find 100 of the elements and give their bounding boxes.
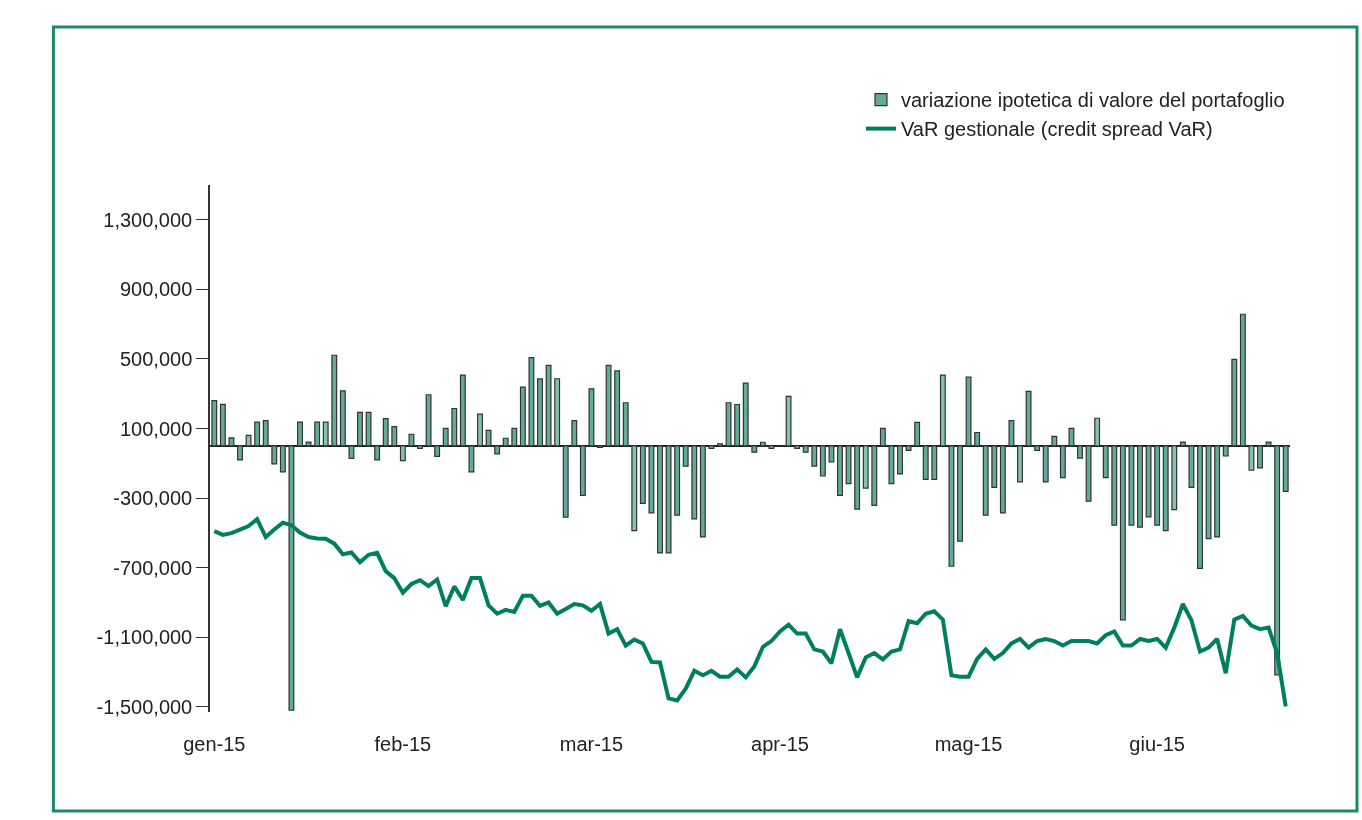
bar xyxy=(528,356,535,447)
bar xyxy=(1162,445,1169,532)
bar xyxy=(657,445,663,554)
bar xyxy=(811,445,818,467)
bar xyxy=(717,443,723,447)
bar xyxy=(897,445,903,475)
bar xyxy=(554,378,561,447)
bar xyxy=(1188,445,1195,489)
bar xyxy=(631,445,638,532)
bar xyxy=(339,390,346,447)
bar xyxy=(1214,445,1221,538)
bar xyxy=(511,427,518,447)
bar xyxy=(305,441,312,447)
bar xyxy=(348,445,355,460)
bar xyxy=(931,445,938,481)
bar xyxy=(417,445,423,449)
bar xyxy=(999,445,1006,514)
x-tick-label: mag-15 xyxy=(934,733,1003,755)
bar xyxy=(502,437,509,447)
bar xyxy=(1265,441,1272,447)
bar xyxy=(1094,417,1101,447)
bar xyxy=(699,445,706,538)
bar xyxy=(1257,445,1263,469)
bar xyxy=(965,376,972,447)
bar xyxy=(982,445,989,516)
bar xyxy=(914,421,921,447)
y-tick-label: -1,500,000 xyxy=(96,695,193,718)
bar xyxy=(837,445,843,497)
bar xyxy=(1231,358,1238,447)
y-tick-label: -700,000 xyxy=(113,556,193,579)
x-tick-label: gen-15 xyxy=(183,733,246,755)
bar xyxy=(288,445,295,711)
bar xyxy=(785,395,792,447)
bar xyxy=(322,421,329,447)
bar xyxy=(297,421,303,447)
bar xyxy=(254,421,261,447)
bar xyxy=(1197,445,1203,569)
bar xyxy=(622,402,629,447)
bar xyxy=(1042,445,1049,483)
bar xyxy=(1068,427,1075,447)
bar xyxy=(845,445,852,485)
bar xyxy=(485,429,492,447)
bar xyxy=(708,445,715,449)
bar xyxy=(957,445,963,542)
bar xyxy=(614,370,621,447)
bar xyxy=(1222,445,1229,457)
bar xyxy=(674,445,681,516)
bar xyxy=(751,445,758,453)
bar xyxy=(1274,445,1281,676)
bar xyxy=(459,374,466,447)
y-tick-label: 1,300,000 xyxy=(103,208,193,231)
bar xyxy=(802,445,809,453)
bar xyxy=(451,407,458,447)
bar xyxy=(1008,420,1015,447)
bar xyxy=(871,445,878,506)
bar xyxy=(939,374,946,447)
bar xyxy=(425,394,432,447)
bar xyxy=(219,403,226,447)
bar xyxy=(331,354,338,447)
bar xyxy=(1119,445,1126,621)
y-tick-label: -1,100,000 xyxy=(96,626,193,649)
bar xyxy=(605,364,612,447)
bar xyxy=(271,445,278,465)
bar xyxy=(391,425,398,447)
x-tick-label: apr-15 xyxy=(751,733,809,755)
y-tick-label: -300,000 xyxy=(113,487,193,510)
bar xyxy=(1025,390,1032,447)
bar xyxy=(974,431,981,447)
bar xyxy=(228,437,235,447)
bar xyxy=(374,445,381,461)
bar xyxy=(888,445,895,485)
bar xyxy=(768,445,775,449)
bar xyxy=(357,411,363,447)
x-tick-label: giu-15 xyxy=(1129,733,1185,755)
bar xyxy=(262,420,269,447)
bar xyxy=(442,427,449,447)
bar xyxy=(1085,445,1092,502)
y-tick-label: 100,000 xyxy=(119,417,193,440)
bar xyxy=(1137,445,1143,528)
bar xyxy=(571,420,578,447)
bar xyxy=(665,445,672,554)
bar xyxy=(879,427,886,447)
bar xyxy=(828,445,835,463)
bar xyxy=(588,388,595,447)
bar xyxy=(991,445,998,489)
bar xyxy=(725,402,732,447)
bar xyxy=(691,445,698,520)
bar xyxy=(545,364,552,447)
line-series xyxy=(212,517,1288,709)
bar xyxy=(537,378,543,447)
bar xyxy=(1017,445,1023,483)
bar xyxy=(1059,445,1066,479)
bar xyxy=(399,445,406,462)
bar xyxy=(314,421,321,447)
bar xyxy=(905,445,912,452)
bar xyxy=(862,445,869,489)
y-tick-label: 500,000 xyxy=(119,347,193,370)
bar xyxy=(1102,445,1109,479)
bar xyxy=(819,445,826,477)
bar xyxy=(1051,435,1058,447)
